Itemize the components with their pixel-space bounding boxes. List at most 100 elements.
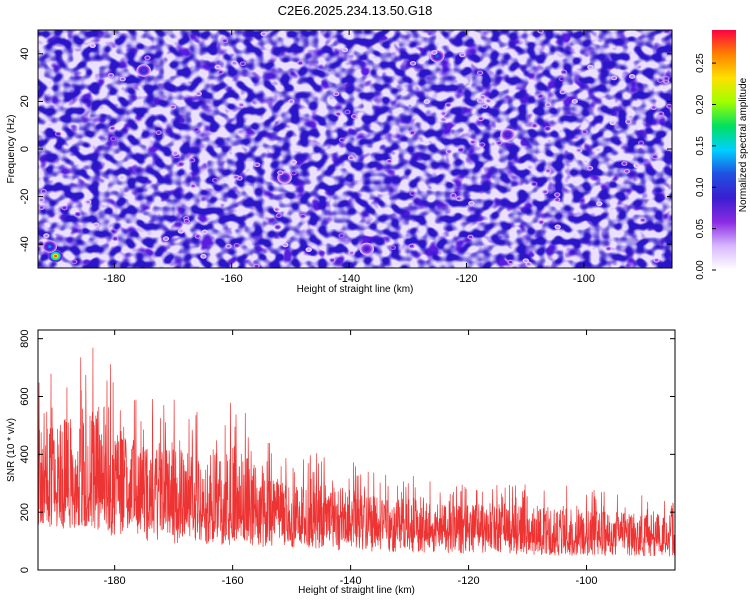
heatmap-peak-inner [651,106,656,109]
heatmap-peak-inner [254,264,259,268]
heatmap-peak-inner [562,70,566,74]
snr-frame [37,329,676,571]
heatmap-peak-inner [486,99,491,103]
heatmap-peak-inner [497,141,502,145]
heatmap-y-tick-label: 0 [19,146,31,152]
heatmap-y-axis: -40 -20 0 20 40 [19,48,672,252]
snr-y-tick-label: 800 [19,329,31,347]
heatmap-peak-inner [612,76,616,80]
heatmap-peak-inner [654,259,659,262]
heatmap-hotspot-ring [48,245,52,248]
snr-y-axis-label: SNR (10 * v/v) [6,418,17,482]
heatmap-peak-inner [478,71,482,75]
heatmap-peak-inner [194,128,199,131]
heatmap-peak-inner [555,198,560,201]
heatmap-peak-inner [226,244,231,248]
heatmap-peak-inner [339,234,344,237]
heatmap-x-tick-label: -120 [456,273,478,285]
heatmap-peak-inner [469,202,474,205]
heatmap-peak-inner [545,127,550,130]
heatmap-peak-inner [480,95,485,99]
heatmap-hotspot-ring [142,69,146,72]
heatmap-peak-inner [340,138,344,142]
heatmap-peak-inner [275,225,280,229]
heatmap-peak-inner [56,132,60,136]
heatmap-peak-inner [425,100,429,103]
heatmap-hotspot [136,64,152,77]
heatmap-peak-inner [538,30,543,33]
heatmap-peak-inner [538,95,543,98]
colorbar-tick-label: 0.25 [695,53,706,73]
heatmap-hotspot-ring [506,133,510,137]
heatmap-peak-inner [526,262,531,266]
heatmap-hotspot-ring [365,247,369,251]
heatmap-x-tick-label: -140 [338,273,360,285]
snr-y-tick-label: 0 [19,567,31,573]
snr-x-tick-label: -100 [576,575,598,587]
heatmap-image [38,30,672,268]
heatmap-peak-inner [274,208,279,211]
heatmap-x-axis-label: Height of straight line (km) [297,284,414,295]
heatmap-peak-inner [86,200,91,204]
heatmap-hotspot-ring [283,176,287,179]
heatmap-x-tick-label: -160 [221,273,243,285]
heatmap-hotspot [500,128,515,142]
heatmap-peak-inner [215,65,220,69]
heatmap-peak-inner [659,112,663,116]
heatmap-peak-inner [90,44,95,47]
heatmap-peak-inner [94,223,99,227]
heatmap-peak-inner [203,230,207,234]
heatmap-peak-inner [480,143,484,146]
heatmap-peak-inner [301,214,305,218]
heatmap-peak-inner [196,92,201,96]
heatmap-peak-inner [171,105,175,109]
heatmap-peak-inner [527,166,532,169]
heatmap-y-axis-label: Frequency (Hz) [6,115,17,184]
heatmap-peak-inner [278,171,283,175]
heatmap-peak-inner [532,124,537,127]
heatmap-peak-inner [232,61,237,65]
heatmap-peak-inner [349,156,353,160]
heatmap-peak-inner [588,65,593,69]
heatmap-peak-inner [459,148,463,152]
heatmap-panel: -180 -160 -140 -120 -100 -40 -20 0 20 40 Height … [6,29,673,295]
heatmap-peak-inner [109,74,113,77]
snr-y-axis: 0 200 400 600 800 [19,329,675,573]
heatmap-peak-inner [641,218,645,222]
snr-y-tick-label: 200 [19,503,31,521]
heatmap-peak-inner [409,244,414,248]
heatmap-peak-inner [543,190,548,194]
heatmap-peak-inner [622,162,627,165]
heatmap-peak-inner [387,159,392,163]
heatmap-peak-inner [62,206,67,210]
snr-x-axis-label: Height of straight line (km) [298,585,415,596]
heatmap-peak-inner [334,92,339,96]
heatmap-peak-inner [478,99,482,102]
heatmap-peak-inner [283,243,288,247]
heatmap-peak-inner [352,115,356,118]
heatmap-peak-inner [634,164,639,167]
heatmap-hotspot [48,249,63,263]
heatmap-peak-inner [667,104,672,108]
heatmap-peak-inner [546,103,550,107]
heatmap-peak-inner [577,148,581,152]
heatmap-peak-inner [546,169,550,172]
heatmap-peak-inner [441,118,446,121]
heatmap-hotspot [359,242,375,256]
heatmap-hotspots [38,30,672,268]
heatmap-peak-inner [330,258,335,262]
heatmap-peak-inner [234,175,238,179]
heatmap-peak-inner [239,103,244,107]
heatmap-peak-inner [289,100,294,103]
heatmap-peak-inner [179,162,183,166]
heatmap-peak-inner [441,112,446,115]
heatmap-peak-inner [639,141,643,145]
heatmap-peak-inner [184,219,189,223]
heatmap-peak-inner [468,235,473,239]
colorbar-tick-label: 0.15 [695,136,706,156]
heatmap-x-tick-label: -180 [103,273,125,285]
heatmap-peak-inner [261,32,266,36]
heatmap-peak-inner [241,62,245,66]
colorbar-tick-label: 0.00 [695,260,706,280]
